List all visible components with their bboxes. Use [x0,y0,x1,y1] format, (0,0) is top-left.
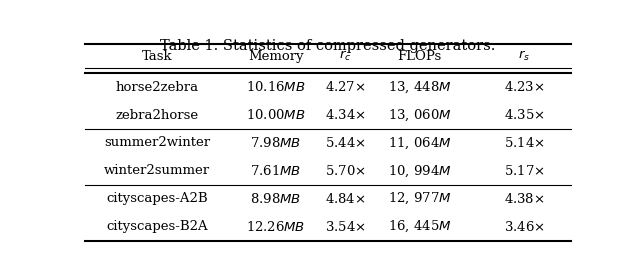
Text: Task: Task [141,50,172,63]
Text: horse2zebra: horse2zebra [115,81,198,94]
Text: zebra2horse: zebra2horse [115,109,198,122]
Text: 12.26$\it{MB}$: 12.26$\it{MB}$ [246,219,305,233]
Text: 5.17$\times$: 5.17$\times$ [504,164,544,178]
Text: 5.70$\times$: 5.70$\times$ [325,164,365,178]
Text: 4.84$\times$: 4.84$\times$ [325,192,365,206]
Text: 4.34$\times$: 4.34$\times$ [325,108,365,122]
Text: 3.46$\times$: 3.46$\times$ [504,219,544,233]
Text: 4.35$\times$: 4.35$\times$ [504,108,544,122]
Text: 10.00$\it{MB}$: 10.00$\it{MB}$ [246,108,306,122]
Text: $r_c$: $r_c$ [339,49,351,63]
Text: 7.61$\it{MB}$: 7.61$\it{MB}$ [250,164,301,178]
Text: Table 1. Statistics of compressed generators.: Table 1. Statistics of compressed genera… [160,39,496,53]
Text: 11, 064$\it{M}$: 11, 064$\it{M}$ [388,135,452,151]
Text: 12, 977$\it{M}$: 12, 977$\it{M}$ [388,191,452,207]
Text: winter2summer: winter2summer [104,164,210,177]
Text: 7.98$\it{MB}$: 7.98$\it{MB}$ [250,136,301,150]
Text: summer2winter: summer2winter [104,136,210,149]
Text: 5.44$\times$: 5.44$\times$ [325,136,365,150]
Text: cityscapes-A2B: cityscapes-A2B [106,192,208,205]
Text: cityscapes-B2A: cityscapes-B2A [106,220,208,233]
Text: Memory: Memory [248,50,304,63]
Text: 5.14$\times$: 5.14$\times$ [504,136,544,150]
Text: 8.98$\it{MB}$: 8.98$\it{MB}$ [250,192,301,206]
Text: 4.27$\times$: 4.27$\times$ [325,80,365,94]
Text: 16, 445$\it{M}$: 16, 445$\it{M}$ [388,219,452,234]
Text: 3.54$\times$: 3.54$\times$ [325,219,365,233]
Text: $r_s$: $r_s$ [518,49,530,63]
Text: 4.23$\times$: 4.23$\times$ [504,80,544,94]
Text: 4.38$\times$: 4.38$\times$ [504,192,544,206]
Text: 10.16$\it{MB}$: 10.16$\it{MB}$ [246,80,306,94]
Text: 13, 448$\it{M}$: 13, 448$\it{M}$ [388,79,452,95]
Text: 10, 994$\it{M}$: 10, 994$\it{M}$ [388,163,452,178]
Text: 13, 060$\it{M}$: 13, 060$\it{M}$ [388,107,452,123]
Text: FLOPs: FLOPs [397,50,442,63]
